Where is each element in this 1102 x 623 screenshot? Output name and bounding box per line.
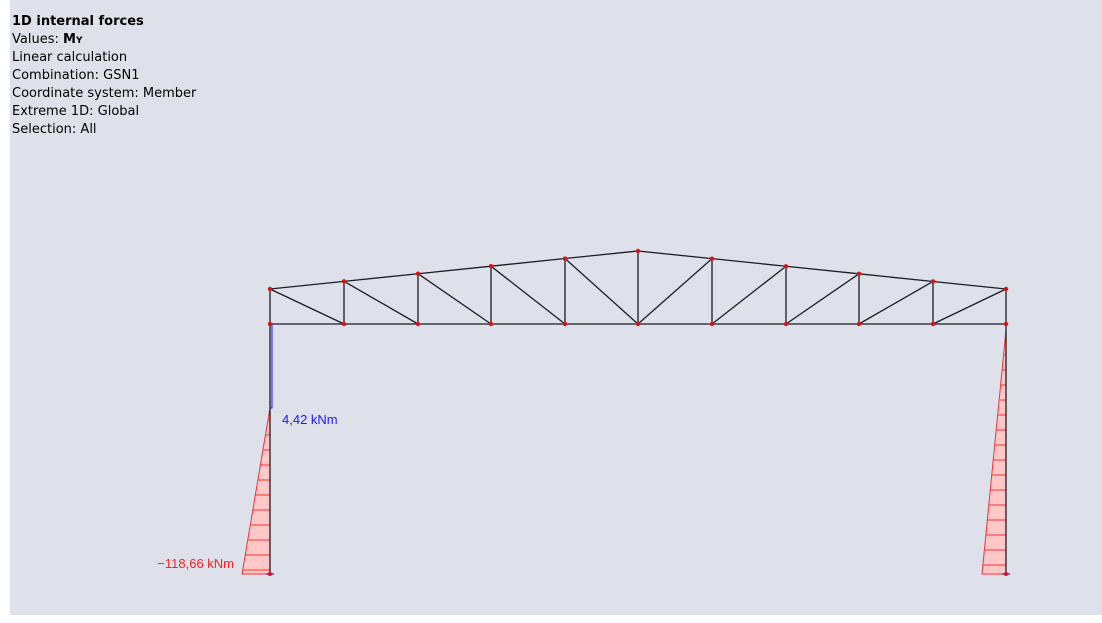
node [1003,321,1009,327]
node [709,321,715,327]
top-chord [858,273,934,283]
node [562,321,568,327]
node [488,321,494,327]
top-chord [637,250,713,260]
diagonal [637,258,713,325]
info-line: Linear calculation [12,50,127,65]
node [1004,572,1008,576]
node [488,263,494,269]
node [930,321,936,327]
top-chord [417,265,492,275]
top-chord [564,250,639,260]
node [415,271,421,276]
node [341,279,347,284]
node [856,271,862,277]
top-chord [932,280,1007,290]
canvas-background [10,0,1102,615]
moment-label-negative: −118,66 kNm [157,556,234,571]
node [341,321,347,327]
structure [241,248,1010,576]
info-values: Values: MY [12,32,83,47]
node [562,256,568,261]
node [1003,286,1009,292]
top-chord [343,273,419,283]
diagonal [490,265,566,325]
top-chord [269,280,345,290]
values-symbol: M [63,32,76,47]
node [783,264,789,269]
values-prefix: Values: [12,32,59,47]
node [268,572,272,576]
diagonal [343,280,419,325]
diagonal [711,265,787,325]
diagonal [417,273,492,325]
top-chord [711,257,787,267]
top-chord [490,257,566,267]
info-title: 1D internal forces [12,14,144,29]
node [783,321,789,327]
info-line: Combination: GSN1 [12,68,140,83]
moment-label-positive: 4,42 kNm [282,412,338,427]
info-line: Selection: All [12,122,97,137]
diagonal [269,288,345,325]
node [635,248,641,254]
node [635,321,641,327]
node [415,321,421,327]
top-chord [785,265,860,275]
node [267,321,273,327]
node [930,279,936,284]
diagonal [932,288,1007,325]
info-line: Extreme 1D: Global [12,104,139,119]
info-line: Coordinate system: Member [12,86,197,101]
values-subscript: Y [75,36,83,46]
node [856,321,862,327]
diagonal [564,258,639,325]
node [709,256,715,261]
node [267,286,273,292]
diagonal [858,280,934,325]
diagonal [785,273,860,325]
